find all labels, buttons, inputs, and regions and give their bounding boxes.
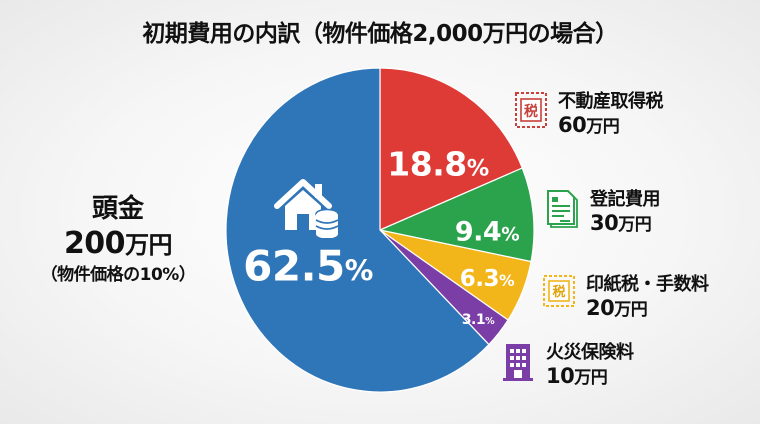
down-payment-amount: 200万円 [63, 226, 173, 261]
building-icon [502, 342, 536, 381]
down-payment-label: 頭金 200万円 （物件価格の10%） [18, 192, 218, 287]
tax-stamp-icon: 税 [542, 274, 576, 308]
slice-down-payment [225, 67, 490, 393]
slice-label-stamp-fees: 6.3% [459, 266, 515, 292]
chart-title: 初期費用の内訳（物件価格2,000万円の場合） [142, 21, 618, 47]
legend-item-acquisition-tax: 税 不動産取得税 60万円 [514, 91, 664, 139]
tax-stamp-icon: 税 [514, 91, 548, 128]
slice-registration [379, 167, 535, 263]
slice-label-registration: 9.4% [454, 216, 520, 248]
legend-item-registration: 登記費用 30万円 [546, 189, 661, 237]
slice-label-insurance: 3.1% [461, 312, 495, 328]
slice-label-down-payment: 62.5% [243, 241, 373, 291]
house-coins-icon [273, 178, 339, 242]
legend-item-insurance: 火災保険料 10万円 [502, 342, 634, 390]
down-payment-name: 頭金 [91, 194, 144, 224]
document-icon [546, 189, 580, 228]
slice-label-acquisition-tax: 18.8% [387, 144, 489, 184]
down-payment-note: （物件価格の10%） [40, 265, 196, 285]
svg-text:税: 税 [524, 103, 538, 120]
slice-acquisition-tax [379, 67, 523, 231]
svg-text:税: 税 [552, 284, 565, 300]
legend-item-stamp-fees: 税 印紙税・手数料 20万円 [542, 274, 709, 322]
